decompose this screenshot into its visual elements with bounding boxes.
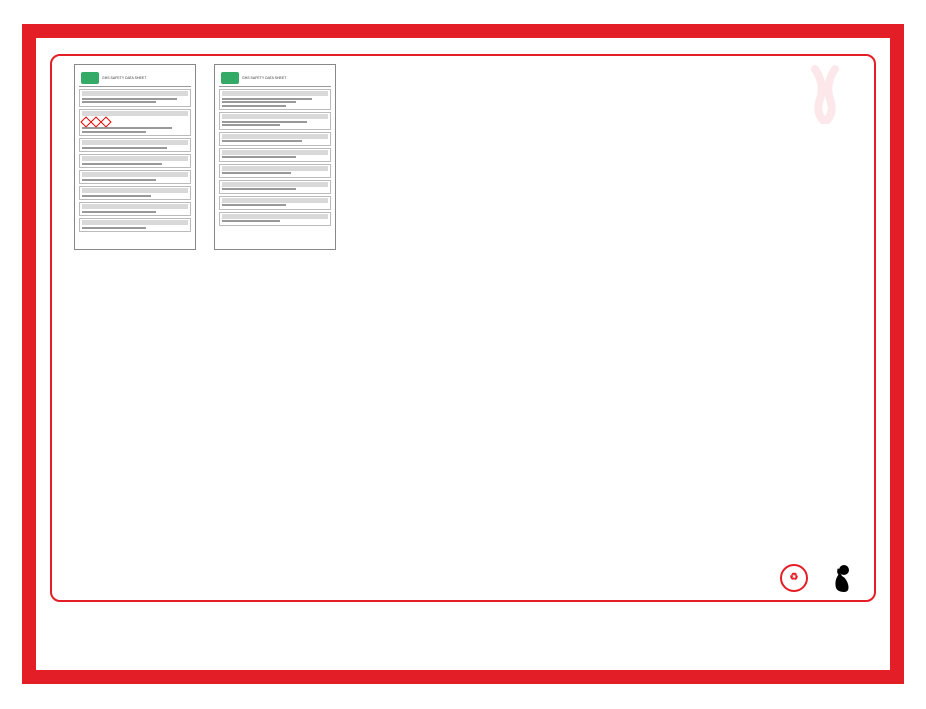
- footer: ♻: [780, 562, 862, 594]
- content-panel: GHS SAFETY DATA SHEET GHS SAFETY DATA: [50, 54, 876, 602]
- sds-page-2: GHS SAFETY DATA SHEET: [214, 64, 336, 250]
- sds-page-1: GHS SAFETY DATA SHEET: [74, 64, 196, 250]
- recycle-icon: ♻: [780, 564, 808, 592]
- brand-block: [828, 562, 862, 594]
- sds-page-thumbnails: GHS SAFETY DATA SHEET GHS SAFETY DATA: [62, 64, 372, 262]
- poster-outer: GHS SAFETY DATA SHEET GHS SAFETY DATA: [22, 24, 904, 684]
- thinker-icon: [828, 562, 856, 594]
- top-row: GHS SAFETY DATA SHEET GHS SAFETY DATA: [62, 64, 864, 262]
- intro-block: [382, 64, 864, 262]
